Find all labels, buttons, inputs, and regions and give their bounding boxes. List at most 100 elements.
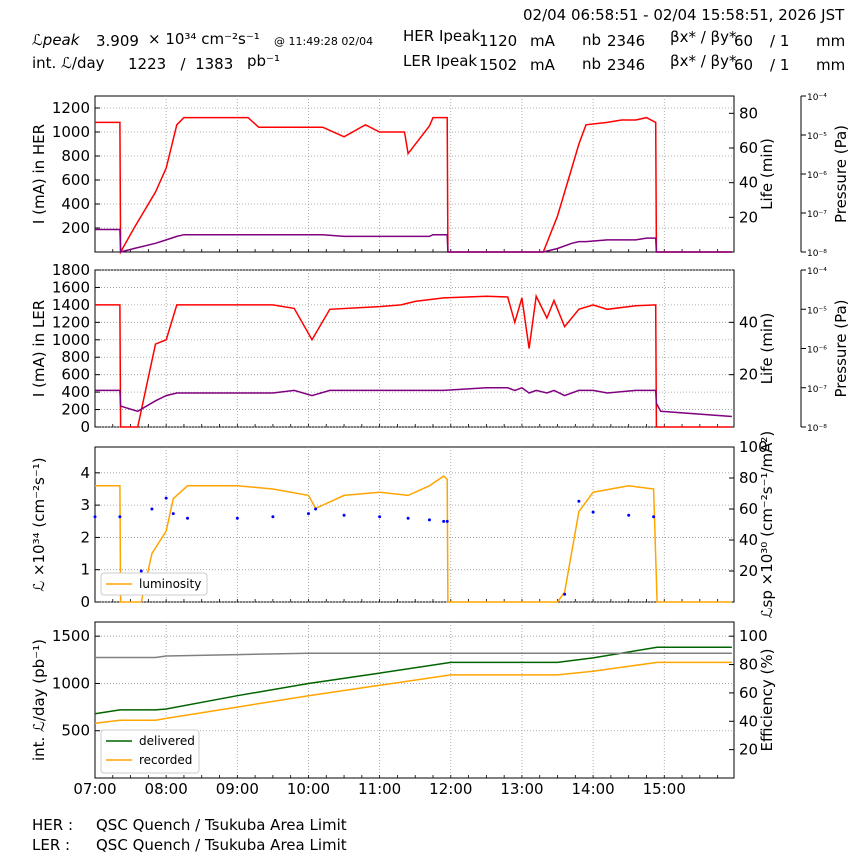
- data-point-specific: [164, 496, 168, 500]
- her-mm: mm: [816, 32, 846, 50]
- y3-axis-label: Pressure (Pa): [832, 125, 850, 223]
- y3-axis-label: Pressure (Pa): [832, 299, 850, 397]
- y2-tick-label: 40: [739, 531, 758, 549]
- series-line-luminosity: [95, 475, 732, 603]
- time-range: 02/04 06:58:51 - 02/04 15:58:51, 2026 JS…: [523, 6, 845, 24]
- series-line-ima: [95, 293, 732, 428]
- panel-frame-ler: [94, 269, 735, 428]
- pressure-tick-label: 10⁻⁴: [807, 93, 827, 103]
- x-tick-label: 07:00: [73, 780, 116, 798]
- y2-tick-label: 20: [739, 208, 758, 226]
- data-point-specific: [118, 515, 122, 519]
- data-point-specific: [378, 515, 382, 519]
- y2-tick-label: 80: [739, 469, 758, 487]
- data-point-specific: [563, 592, 567, 596]
- data-point-specific: [186, 516, 190, 520]
- data-point-specific: [271, 515, 275, 519]
- y-tick-label: 1000: [52, 674, 90, 692]
- legend-lum-box: [100, 572, 208, 596]
- x-tick-label: 12:00: [429, 780, 472, 798]
- ler-nb-label: nb: [582, 55, 602, 73]
- y-tick-label: 200: [61, 219, 90, 237]
- her-nb: 2346: [607, 32, 646, 50]
- y-tick-label: 500: [61, 722, 90, 740]
- her-beta-label: βx* / βy*: [670, 28, 737, 46]
- intl-values: 1223 / 1383: [128, 55, 234, 73]
- y2-tick-label: 20: [739, 741, 758, 759]
- ler-ma: mA: [530, 56, 555, 74]
- data-point-specific: [171, 512, 175, 516]
- intl-label: int. ℒ/day: [32, 54, 105, 72]
- y-tick-label: 1600: [52, 278, 90, 296]
- ler-mm: mm: [816, 56, 846, 74]
- footer-her-label: HER :: [32, 816, 74, 834]
- data-point-specific: [314, 507, 318, 511]
- her-ipeak-label: HER Ipeak: [403, 27, 480, 45]
- pressure-tick-label: 10⁻⁶: [807, 171, 827, 181]
- pressure-tick-label: 10⁻⁷: [807, 385, 827, 395]
- ler-nb: 2346: [607, 56, 646, 74]
- y-tick-label: 800: [61, 147, 90, 165]
- y2-axis-label: Life (min): [758, 138, 776, 210]
- x-tick-label: 09:00: [216, 780, 259, 798]
- pressure-tick-label: 10⁻⁶: [807, 346, 827, 356]
- y-tick-label: 0: [80, 418, 90, 436]
- footer-ler-text: QSC Quench / Tsukuba Area Limit: [96, 836, 347, 854]
- her-beta-ratio: / 1: [770, 32, 790, 50]
- y-tick-label: 1000: [52, 331, 90, 349]
- footer-ler-label: LER :: [32, 836, 71, 854]
- panel-frame-integrated: [94, 621, 735, 779]
- y-axis-label: int. ℒ/day (pb⁻¹): [30, 639, 48, 761]
- y-tick-label: 1200: [52, 313, 90, 331]
- y-tick-label: 1800: [52, 261, 90, 279]
- y2-tick-label: 40: [739, 313, 758, 331]
- panel-frame-her: [94, 95, 735, 253]
- data-point-specific: [139, 569, 143, 573]
- x-tick-label: 14:00: [571, 780, 614, 798]
- data-point-specific: [93, 515, 97, 519]
- data-point-specific: [306, 512, 310, 516]
- y2-tick-label: 80: [739, 104, 758, 122]
- pressure-tick-label: 10⁻⁴: [807, 267, 827, 277]
- her-ma: mA: [530, 32, 555, 50]
- y2-tick-label: 100: [739, 438, 768, 456]
- her-nb-label: nb: [582, 31, 602, 49]
- data-point-specific: [342, 513, 346, 517]
- y-tick-label: 1500: [52, 627, 90, 645]
- y-tick-label: 400: [61, 383, 90, 401]
- data-point-specific: [150, 507, 154, 511]
- y-tick-label: 1000: [52, 123, 90, 141]
- lpeak-exp: × 10³⁴ cm⁻²s⁻¹: [148, 30, 260, 48]
- y2-tick-label: 20: [739, 366, 758, 384]
- x-tick-label: 13:00: [500, 780, 543, 798]
- ler-ipeak-label: LER Ipeak: [403, 52, 478, 70]
- pressure-tick-label: 10⁻⁵: [807, 306, 827, 316]
- y2-tick-label: 60: [739, 500, 758, 518]
- y-tick-label: 800: [61, 348, 90, 366]
- y-tick-label: 600: [61, 366, 90, 384]
- pressure-tick-label: 10⁻⁵: [807, 132, 827, 142]
- pressure-tick-label: 10⁻⁷: [807, 210, 827, 220]
- series-line-efficiency: [95, 652, 732, 659]
- y-axis-label: I (mA) in LER: [30, 300, 48, 397]
- intl-unit: pb⁻¹: [247, 52, 280, 70]
- ler-beta: 60: [734, 56, 754, 74]
- y2-axis-label: ℒsp ×10³⁰ (cm⁻²s⁻¹/mA²): [758, 431, 776, 619]
- data-point-specific: [235, 516, 239, 520]
- lpeak-label: ℒpeak: [32, 31, 80, 49]
- y-tick-label: 400: [61, 195, 90, 213]
- y-axis-label: I (mA) in HER: [30, 124, 48, 224]
- y-tick-label: 2: [80, 528, 90, 546]
- data-point-specific: [577, 499, 581, 503]
- series-line-delivered: [94, 646, 732, 715]
- data-point-specific: [627, 513, 631, 517]
- series-line-life: [95, 228, 732, 253]
- data-point-specific: [442, 519, 446, 523]
- y2-tick-label: 60: [739, 139, 758, 157]
- y-tick-label: 600: [61, 171, 90, 189]
- pressure-tick-label: 10⁻⁸: [807, 424, 827, 434]
- y-axis-label: ℒ ×10³⁴ (cm⁻²s⁻¹): [30, 457, 48, 591]
- y2-tick-label: 20: [739, 562, 758, 580]
- x-tick-label: 11:00: [358, 780, 401, 798]
- data-point-specific: [427, 518, 431, 522]
